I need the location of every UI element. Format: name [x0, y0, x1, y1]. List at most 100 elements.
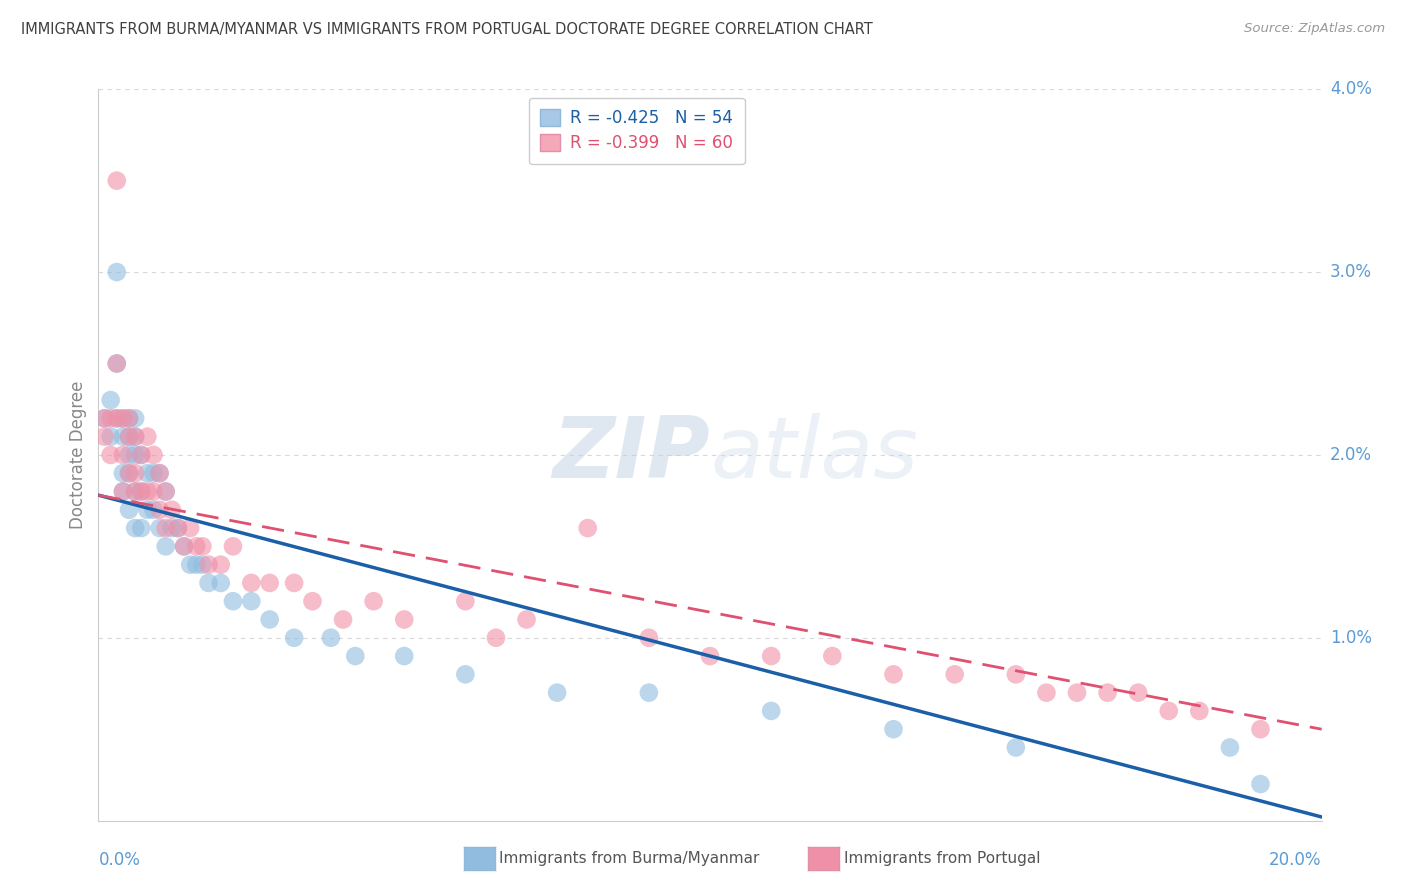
Point [209, 558, 232, 572]
Point [129, 448, 152, 462]
Point [821, 649, 844, 664]
Point [129, 484, 152, 499]
Point [124, 429, 146, 443]
Point [240, 594, 263, 608]
Text: 20.0%: 20.0% [1270, 851, 1322, 869]
Point [124, 448, 146, 462]
Point [155, 484, 177, 499]
Point [546, 685, 568, 699]
Text: 1.0%: 1.0% [1330, 629, 1372, 647]
Point [1249, 777, 1271, 791]
Point [124, 466, 146, 480]
Point [124, 484, 146, 499]
Point [1004, 667, 1026, 681]
Point [454, 594, 477, 608]
Point [111, 429, 134, 443]
Point [454, 667, 477, 681]
Point [1097, 685, 1119, 699]
Point [167, 521, 190, 535]
Point [186, 539, 208, 553]
Point [124, 429, 146, 443]
Point [173, 539, 195, 553]
Point [105, 356, 128, 371]
Point [149, 466, 172, 480]
Point [576, 521, 599, 535]
Point [167, 521, 190, 535]
Point [392, 613, 416, 627]
Point [100, 429, 122, 443]
Point [93, 429, 115, 443]
Point [191, 558, 214, 572]
Point [197, 576, 219, 591]
Point [136, 429, 159, 443]
Text: Immigrants from Burma/Myanmar: Immigrants from Burma/Myanmar [499, 852, 759, 866]
Point [111, 411, 134, 425]
Point [883, 723, 905, 737]
Point [129, 448, 152, 462]
Point [124, 484, 146, 499]
Point [100, 448, 122, 462]
Point [93, 411, 115, 425]
Point [100, 392, 122, 407]
Point [160, 521, 183, 535]
Point [111, 484, 134, 499]
Point [111, 411, 134, 425]
Point [118, 466, 141, 480]
Point [118, 411, 141, 425]
Point [883, 667, 905, 681]
Point [283, 631, 305, 645]
Point [222, 539, 245, 553]
Point [155, 484, 177, 499]
Point [485, 631, 508, 645]
Point [1004, 740, 1026, 755]
Point [1219, 740, 1241, 755]
Text: atlas: atlas [710, 413, 918, 497]
Point [93, 411, 115, 425]
Point [118, 429, 141, 443]
Point [1188, 704, 1211, 718]
Point [637, 685, 661, 699]
Point [301, 594, 323, 608]
Point [118, 466, 141, 480]
Point [136, 484, 159, 499]
Point [363, 594, 385, 608]
Text: 4.0%: 4.0% [1330, 80, 1372, 98]
Point [155, 521, 177, 535]
Point [111, 448, 134, 462]
Text: 0.0%: 0.0% [98, 851, 141, 869]
Point [142, 466, 165, 480]
Point [155, 539, 177, 553]
Text: Immigrants from Portugal: Immigrants from Portugal [844, 852, 1040, 866]
Point [209, 576, 232, 591]
Point [105, 356, 128, 371]
Point [392, 649, 416, 664]
Point [319, 631, 342, 645]
Point [100, 411, 122, 425]
Point [637, 631, 661, 645]
Point [699, 649, 721, 664]
Point [943, 667, 966, 681]
Point [118, 411, 141, 425]
Point [142, 502, 165, 516]
Point [1157, 704, 1180, 718]
Point [173, 539, 195, 553]
Point [191, 539, 214, 553]
Text: Source: ZipAtlas.com: Source: ZipAtlas.com [1244, 22, 1385, 36]
Y-axis label: Doctorate Degree: Doctorate Degree [69, 381, 87, 529]
Legend: R = -0.425   N = 54, R = -0.399   N = 60: R = -0.425 N = 54, R = -0.399 N = 60 [529, 97, 745, 164]
Point [197, 558, 219, 572]
Text: 2.0%: 2.0% [1330, 446, 1372, 464]
Text: IMMIGRANTS FROM BURMA/MYANMAR VS IMMIGRANTS FROM PORTUGAL DOCTORATE DEGREE CORRE: IMMIGRANTS FROM BURMA/MYANMAR VS IMMIGRA… [21, 22, 873, 37]
Point [1066, 685, 1088, 699]
Point [149, 521, 172, 535]
Point [129, 484, 152, 499]
Point [344, 649, 367, 664]
Point [111, 484, 134, 499]
Point [179, 521, 201, 535]
Point [136, 466, 159, 480]
Text: ZIP: ZIP [553, 413, 710, 497]
Point [759, 704, 782, 718]
Point [149, 502, 172, 516]
Point [124, 411, 146, 425]
Text: 3.0%: 3.0% [1330, 263, 1372, 281]
